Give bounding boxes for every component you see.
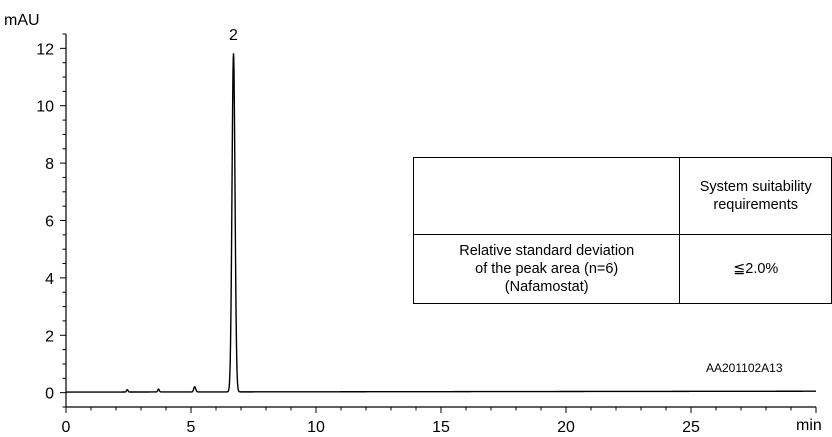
y-tick-label: 8 [45,156,54,173]
y-tick-label: 2 [45,328,54,345]
y-tick-label: 12 [36,41,54,58]
x-tick-label: 10 [307,419,325,436]
x-tick-label: 15 [432,419,450,436]
x-tick-label: 0 [62,419,71,436]
axis-tick-labels: 0 5 10 15 20 25 0 2 4 6 8 10 12 [36,41,700,436]
x-tick-label: 5 [187,419,196,436]
axes [65,34,816,408]
x-tick-label: 20 [557,419,575,436]
y-tick-label: 4 [45,271,54,288]
chromatogram-trace [66,53,816,393]
x-tick-label: 25 [682,419,700,436]
y-tick-label: 0 [45,386,54,403]
x-axis-unit-label: min [796,417,822,434]
y-axis-unit-label: mAU [4,12,40,29]
peak-label: 2 [229,27,238,44]
y-tick-label: 10 [36,99,54,116]
peak-annotations: 2 [229,27,238,44]
y-tick-label: 6 [45,214,54,231]
axis-ticks [60,33,817,413]
sample-code-label: AA201102A13 [706,361,783,375]
